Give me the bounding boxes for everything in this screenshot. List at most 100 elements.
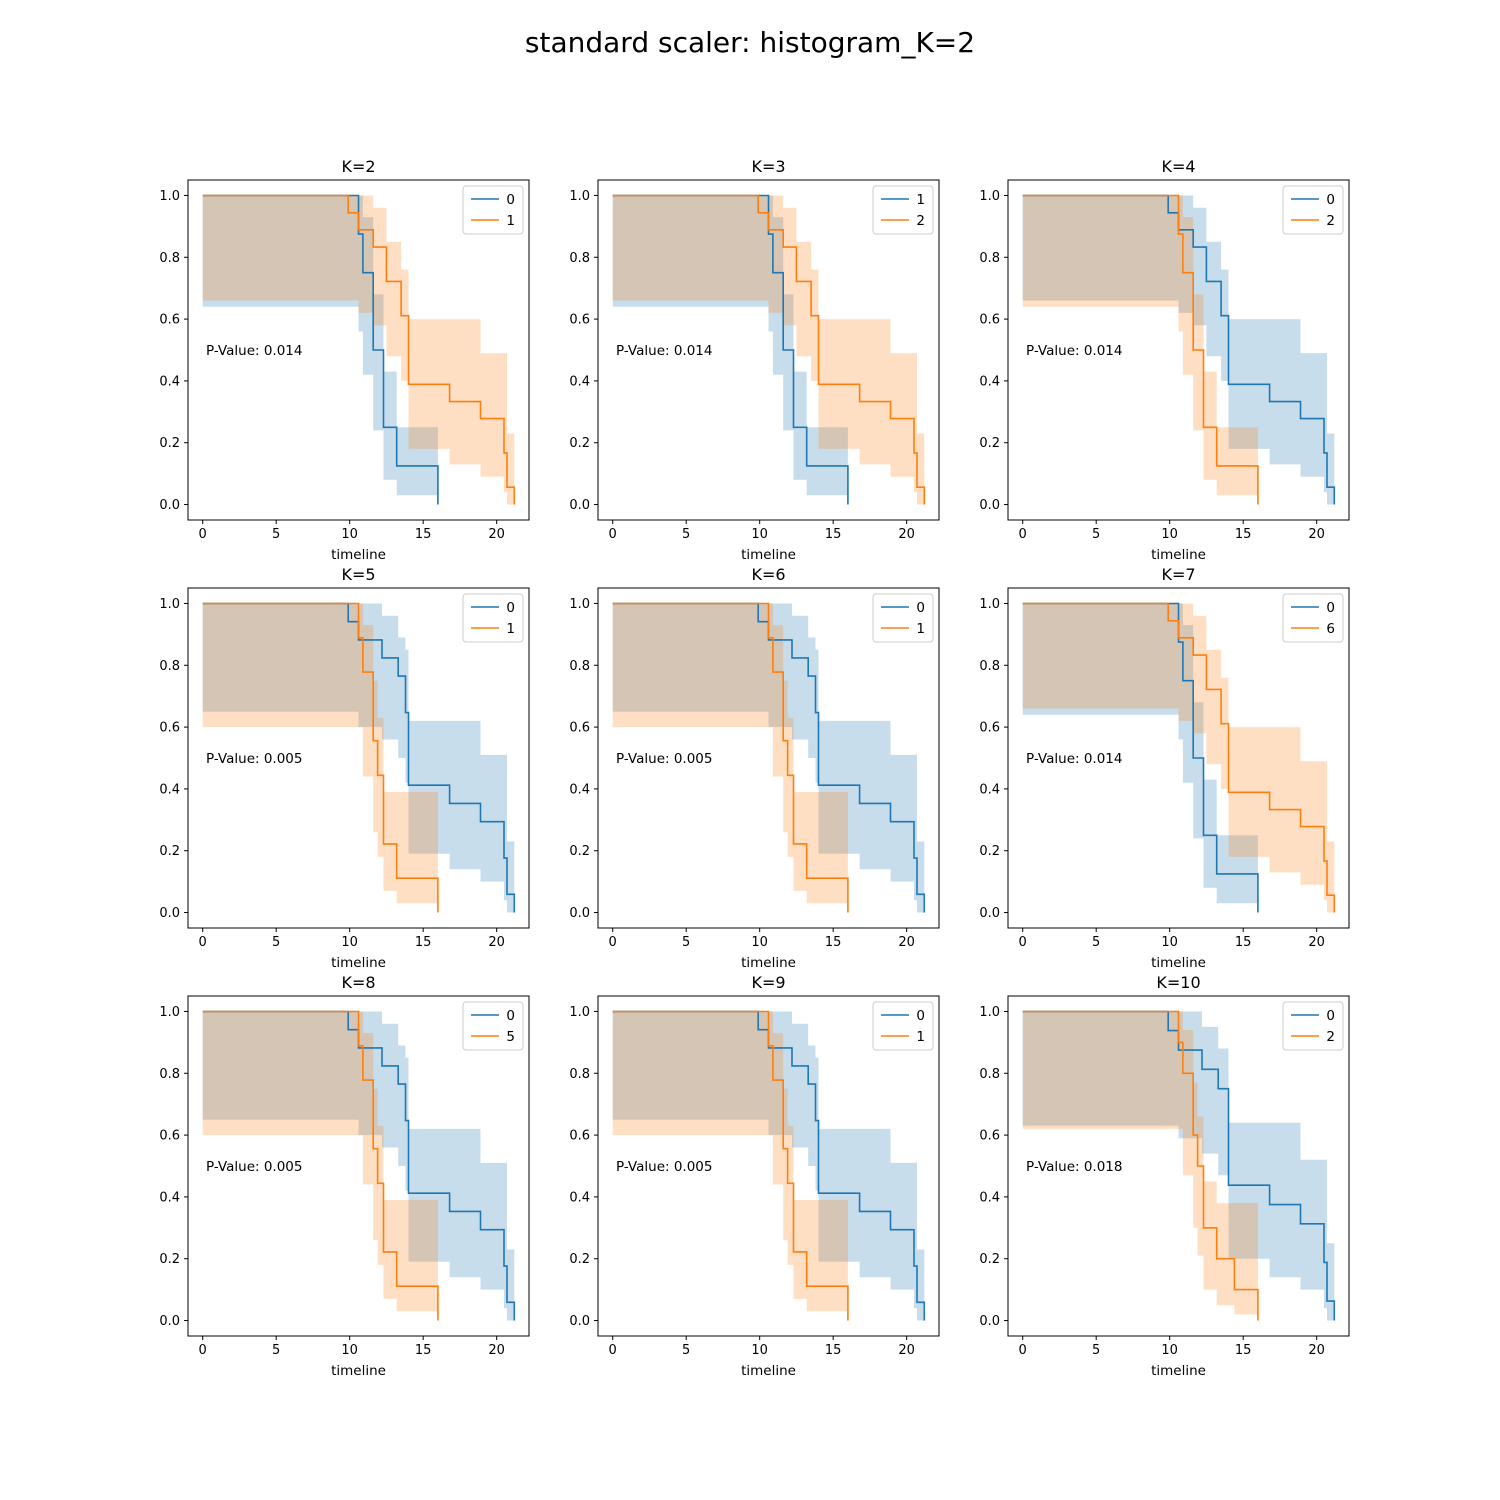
- x-tick-label: 20: [1308, 935, 1325, 950]
- p-value-annotation: P-Value: 0.005: [206, 751, 302, 767]
- p-value-annotation: P-Value: 0.014: [1026, 343, 1122, 359]
- legend-label: 6: [1326, 621, 1335, 637]
- y-tick-label: 0.6: [569, 721, 590, 736]
- legend-label: 0: [1326, 1008, 1335, 1024]
- axes-frame: [597, 179, 940, 521]
- p-value-annotation: P-Value: 0.014: [616, 343, 712, 359]
- y-tick-label: 0.2: [569, 436, 590, 451]
- legend-label: 0: [916, 1008, 925, 1024]
- subplot-title: K=5: [341, 565, 375, 584]
- legend-box: [872, 185, 934, 235]
- p-value-annotation: P-Value: 0.018: [1026, 1159, 1122, 1175]
- confidence-band: [612, 195, 925, 505]
- x-tick-label: 0: [1019, 527, 1027, 542]
- y-tick-label: 0.8: [979, 659, 1000, 674]
- y-tick-label: 0.6: [569, 1129, 590, 1144]
- x-tick-label: 15: [825, 1343, 842, 1358]
- subplot-panel: 0 5 10 15 200.00.20.40.60.81.0K=5timelineP-V…: [159, 565, 530, 971]
- legend-box: [462, 593, 524, 643]
- x-axis-label: timeline: [331, 955, 386, 971]
- axes-frame: [1007, 587, 1350, 929]
- y-tick-label: 0.8: [979, 251, 1000, 266]
- survival-curve: [612, 194, 926, 505]
- legend-label: 1: [916, 621, 925, 637]
- confidence-band: [202, 603, 438, 913]
- confidence-band: [1022, 603, 1335, 913]
- p-value-annotation: P-Value: 0.005: [206, 1159, 302, 1175]
- x-tick-label: 0: [199, 527, 207, 542]
- y-tick-label: 0.2: [979, 436, 1000, 451]
- x-tick-label: 15: [415, 527, 432, 542]
- confidence-band: [612, 603, 848, 913]
- confidence-band: [202, 1011, 515, 1321]
- x-tick-label: 5: [272, 527, 280, 542]
- x-tick-label: 0: [1019, 935, 1027, 950]
- confidence-band: [1022, 195, 1335, 505]
- y-tick-label: 0.6: [569, 313, 590, 328]
- x-axis-label: timeline: [1151, 955, 1206, 971]
- x-tick-label: 10: [751, 1343, 768, 1358]
- survival-curve: [202, 1010, 439, 1321]
- y-tick-label: 0.4: [159, 1190, 180, 1205]
- y-tick-label: 1.0: [159, 597, 180, 612]
- confidence-band: [1022, 1011, 1335, 1321]
- y-tick-label: 0.4: [569, 782, 590, 797]
- legend-label: 1: [916, 1029, 925, 1045]
- subplot-panel: 0 5 10 15 20 0.0 0.2 0.4 0.6 0.8 1.0 K=7 timeline P-V…: [979, 565, 1350, 971]
- legend-box: [1282, 1001, 1344, 1051]
- confidence-band: [1022, 603, 1258, 913]
- legend-box: [1282, 593, 1344, 643]
- y-tick-label: 0.6: [159, 313, 180, 328]
- p-value-annotation: P-Value: 0.005: [616, 1159, 712, 1175]
- confidence-band: [202, 195, 515, 505]
- y-tick-label: 0.8: [569, 251, 590, 266]
- p-value-annotation: P-Value: 0.014: [1026, 751, 1122, 767]
- x-tick-label: 0: [609, 1343, 617, 1358]
- x-tick-label: 0: [199, 1343, 207, 1358]
- x-tick-label: 15: [825, 935, 842, 950]
- legend-label: 0: [916, 600, 925, 616]
- y-tick-label: 0.2: [569, 844, 590, 859]
- x-tick-label: 20: [1308, 1343, 1325, 1358]
- y-tick-label: 0.0: [979, 1314, 1000, 1329]
- x-tick-label: 10: [1161, 527, 1178, 542]
- x-tick-label: 5: [272, 1343, 280, 1358]
- y-tick-label: 0.2: [159, 844, 180, 859]
- x-tick-label: 20: [488, 935, 505, 950]
- y-tick-label: 0.4: [569, 1190, 590, 1205]
- y-tick-label: 0.4: [159, 374, 180, 389]
- legend-label: 0: [1326, 192, 1335, 208]
- p-value-annotation: P-Value: 0.005: [616, 751, 712, 767]
- x-tick-label: 20: [1308, 527, 1325, 542]
- legend-label: 1: [506, 621, 515, 637]
- legend-label: 5: [506, 1029, 515, 1045]
- legend-label: 2: [1326, 213, 1335, 229]
- y-tick-label: 0.4: [979, 782, 1000, 797]
- x-tick-label: 15: [1235, 935, 1252, 950]
- x-axis-label: timeline: [1151, 547, 1206, 563]
- y-tick-label: 0.8: [159, 1067, 180, 1082]
- confidence-band: [1022, 195, 1258, 505]
- confidence-band: [202, 1011, 438, 1321]
- x-tick-label: 10: [341, 1343, 358, 1358]
- x-axis-label: timeline: [741, 547, 796, 563]
- subplot-title: K=4: [1161, 157, 1195, 176]
- subplot-panel: 0 5 10 15 200.00.20.40.60.81.0K=9timelineP-V…: [569, 973, 940, 1379]
- subplot-title: K=6: [751, 565, 785, 584]
- x-tick-label: 10: [751, 527, 768, 542]
- x-tick-label: 10: [1161, 1343, 1178, 1358]
- y-tick-label: 0.0: [979, 498, 1000, 513]
- survival-curve: [612, 1010, 849, 1321]
- axes-frame: [597, 587, 940, 929]
- legend-label: 2: [916, 213, 925, 229]
- x-tick-label: 0: [199, 935, 207, 950]
- subplot-panel: 0 5 10 15 20 0.0 0.2 0.4 0.6 0.8 1.0 K=8 timeline P-V…: [159, 973, 530, 1379]
- y-tick-label: 0.6: [979, 313, 1000, 328]
- y-tick-label: 0.0: [569, 906, 590, 921]
- confidence-band: [202, 603, 515, 913]
- axes-frame: [187, 179, 530, 521]
- x-tick-label: 20: [488, 527, 505, 542]
- x-tick-label: 10: [751, 935, 768, 950]
- y-tick-label: 1.0: [979, 597, 1000, 612]
- x-tick-label: 0: [609, 935, 617, 950]
